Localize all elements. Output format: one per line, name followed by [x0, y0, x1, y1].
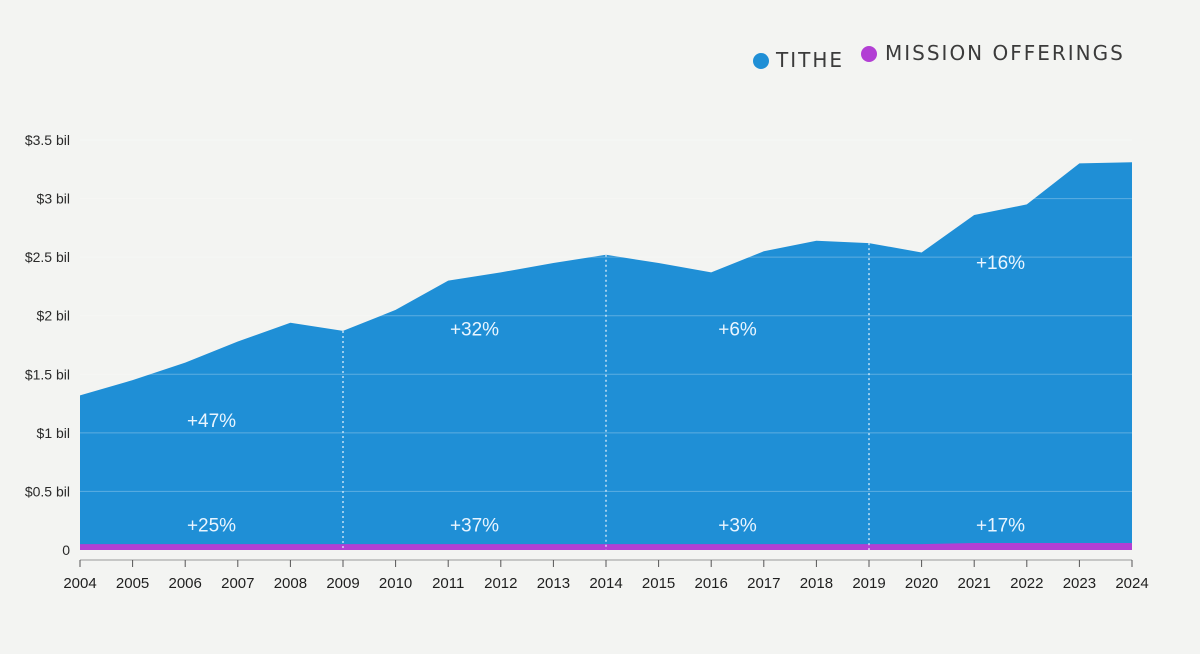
legend-marker-tithe	[753, 53, 769, 69]
x-tick-label: 2013	[537, 575, 570, 592]
tithe-growth-label: +16%	[976, 253, 1025, 274]
x-tick-label: 2006	[169, 575, 202, 592]
legend-marker-mission-offerings	[861, 46, 877, 62]
x-tick-label: 2015	[642, 575, 675, 592]
axis-layer: 0 $0.5 bil $1 bil $1.5 bil $2 bil $2.5 bil $3 …	[25, 132, 1149, 592]
x-tick-label: 2005	[116, 575, 149, 592]
x-tick-label: 2008	[274, 575, 307, 592]
x-tick-label: 2023	[1063, 575, 1096, 592]
x-tick-label: 2004	[63, 575, 96, 592]
x-tick-label: 2024	[1115, 575, 1148, 592]
y-tick-label: $3 bil	[37, 191, 70, 207]
x-tick-label: 2016	[695, 575, 728, 592]
x-tick-label: 2010	[379, 575, 412, 592]
mission-growth-label: +37%	[450, 515, 499, 536]
annotation-layer: +47% +32% +6% +16% +25% +37% +3% +17%	[187, 253, 1025, 536]
legend-label-tithe: TITHE	[775, 48, 844, 72]
x-tick-label: 2018	[800, 575, 833, 592]
y-tick-label: $1 bil	[37, 425, 70, 441]
mission-growth-label: +17%	[976, 515, 1025, 536]
x-tick-label: 2011	[432, 575, 464, 592]
x-tick-label: 2022	[1010, 575, 1043, 592]
x-tick-label: 2014	[589, 575, 622, 592]
y-tick-label: $2 bil	[37, 308, 70, 324]
tithe-growth-label: +6%	[718, 320, 757, 341]
x-tick-label: 2009	[326, 575, 359, 592]
legend: TITHE MISSION OFFERINGS	[753, 41, 1125, 72]
x-tick-label: 2017	[747, 575, 780, 592]
y-tick-label: $3.5 bil	[25, 132, 70, 148]
y-tick-label: $1.5 bil	[25, 366, 70, 382]
x-tick-label: 2021	[958, 575, 991, 592]
x-tick-label: 2012	[484, 575, 517, 592]
tithe-growth-label: +47%	[187, 411, 236, 432]
legend-label-mission-offerings: MISSION OFFERINGS	[885, 41, 1125, 65]
y-tick-label: $2.5 bil	[25, 249, 70, 265]
y-tick-label: 0	[62, 542, 70, 558]
mission-growth-label: +3%	[718, 515, 757, 536]
mission-growth-label: +25%	[187, 515, 236, 536]
divider-layer	[80, 139, 1132, 550]
x-tick-label: 2019	[852, 575, 885, 592]
x-tick-label: 2007	[221, 575, 254, 592]
tithe-growth-label: +32%	[450, 320, 499, 341]
y-tick-label: $0.5 bil	[25, 483, 70, 499]
x-tick-label: 2020	[905, 575, 938, 592]
